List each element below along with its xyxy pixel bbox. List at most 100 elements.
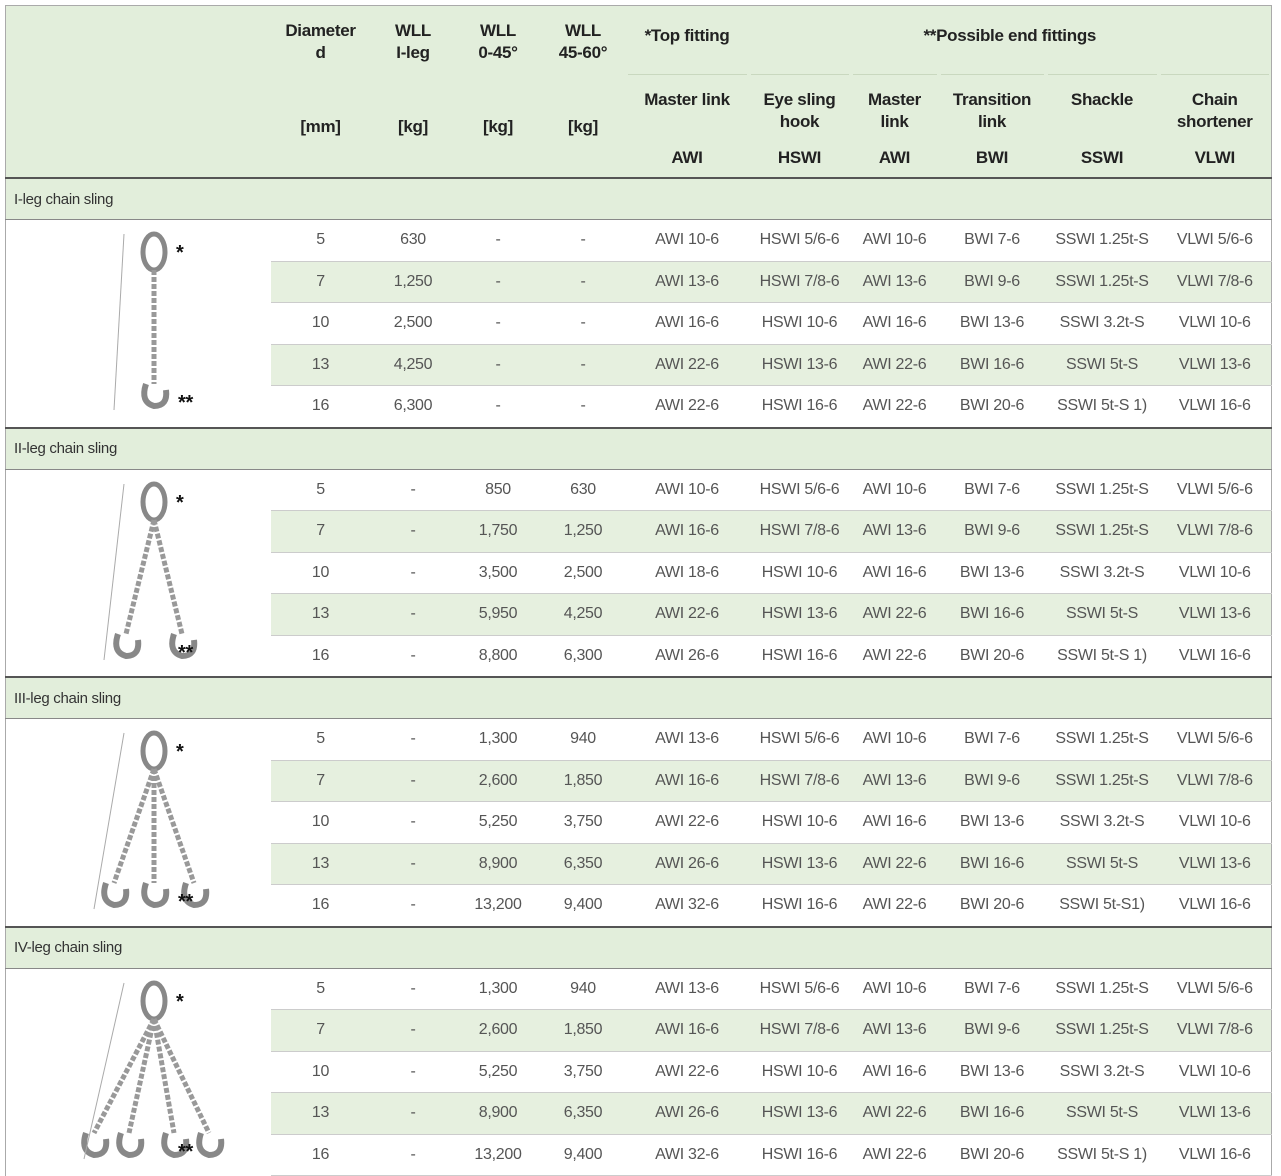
table-cell: AWI 13-6	[625, 968, 749, 1010]
header-cell: WLL I-leg [kg]	[370, 5, 456, 178]
sling-illustration	[113, 231, 170, 411]
header-unit: [kg]	[568, 117, 598, 136]
table-cell: SSWI 5t-S 1)	[1045, 635, 1159, 678]
table-cell: SSWI 5t-S	[1045, 843, 1159, 885]
top-fitting-header: *Top fitting	[625, 5, 749, 74]
table-cell: 5,250	[455, 1051, 541, 1093]
table-cell: VLWI 16-6	[1158, 884, 1272, 927]
table-cell: HSWI 5/6-6	[748, 718, 851, 761]
table-cell: -	[370, 1051, 456, 1093]
header-label: Diameter	[285, 21, 356, 40]
table-cell: VLWI 7/8-6	[1158, 1009, 1272, 1052]
table-cell: -	[370, 968, 456, 1010]
illustration-part	[116, 1131, 145, 1158]
header-sub: 0-45°	[478, 43, 518, 62]
illustration-part	[140, 481, 168, 522]
table-cell: -	[540, 219, 626, 262]
table-cell: 1,250	[540, 510, 626, 553]
table-cell: VLWI 13-6	[1158, 344, 1272, 386]
table-cell: HSWI 5/6-6	[748, 968, 851, 1010]
table-cell: 13,200	[455, 884, 541, 927]
page: Diameter d [mm] WLL I-leg [kg] WLL 0-45° [kg] …	[5, 5, 1273, 1176]
table-cell: BWI 20-6	[938, 1134, 1046, 1176]
table-cell: -	[540, 385, 626, 428]
illustration-part	[151, 1018, 177, 1133]
table-cell: BWI 13-6	[938, 552, 1046, 594]
data-row: 10-3,500 2,500 AWI 18-6 HSWI 10-6 AWI 16-6 BW…	[6, 552, 1272, 594]
table-cell: AWI 22-6	[850, 843, 939, 885]
illustration-part	[111, 768, 157, 884]
table-cell: AWI 32-6	[625, 1134, 749, 1176]
table-cell: 7	[270, 510, 371, 553]
section-row: III-leg chain sling	[5, 676, 1272, 719]
table-cell: VLWI 13-6	[1158, 1092, 1272, 1135]
table-cell: 850	[455, 469, 541, 511]
table-cell: HSWI 13-6	[748, 843, 851, 885]
table-cell: 3,750	[540, 1051, 626, 1093]
illustration-part	[113, 632, 142, 659]
data-row: * ** 5 630- - AWI 10-6 HSWI 5/6-6 AWI 10-6 BWI 7…	[5, 219, 1272, 428]
illustration-part	[151, 768, 197, 884]
top-fitting-mark: *	[176, 491, 184, 514]
section-title: III-leg chain sling	[5, 676, 1272, 719]
sling-illustration	[81, 980, 225, 1159]
section-row: II-leg chain sling	[5, 426, 1272, 470]
sling-table: Diameter d [mm] WLL I-leg [kg] WLL 0-45° [kg] …	[5, 5, 1273, 1176]
table-cell: SSWI 5t-S	[1045, 1092, 1159, 1135]
section-title: IV-leg chain sling	[5, 925, 1272, 969]
table-cell: AWI 18-6	[625, 552, 749, 594]
table-cell: AWI 16-6	[625, 302, 749, 345]
table-cell: SSWI 5t-S	[1045, 593, 1159, 636]
table-cell: SSWI 3.2t-S	[1045, 801, 1159, 844]
end-fitting-mark: **	[178, 641, 193, 664]
table-cell: -	[455, 302, 541, 345]
header-sub: I-leg	[396, 43, 430, 62]
data-row: * ** 5-850 630 AWI 10-6 HSWI 5/6-6 AWI 10-6 BWI…	[5, 469, 1272, 677]
table-cell: -	[540, 261, 626, 303]
table-cell: AWI 32-6	[625, 884, 749, 927]
illustration-part	[83, 982, 125, 1159]
fitting-header: Master link AWI	[850, 74, 939, 178]
sling-illustration	[93, 730, 210, 910]
fitting-cell: Chain shortener VLWI	[1160, 74, 1270, 177]
sling-illustration	[103, 481, 198, 660]
table-cell: AWI 22-6	[850, 635, 939, 678]
fitting-header: Shackle SSWI	[1045, 74, 1159, 178]
table-cell: SSWI 1.25t-S	[1045, 261, 1159, 303]
table-cell: 7	[270, 760, 371, 802]
fitting-cell: Master link AWI	[852, 74, 937, 177]
table-cell: AWI 16-6	[625, 1009, 749, 1052]
illustration-part	[103, 483, 125, 660]
table-cell: 2,600	[455, 760, 541, 802]
table-cell: BWI 7-6	[938, 219, 1046, 262]
table-cell: 10	[270, 552, 371, 594]
end-fitting-mark: **	[178, 891, 193, 913]
table-cell: VLWI 5/6-6	[1158, 469, 1272, 511]
table-cell: -	[370, 760, 456, 802]
table-cell: AWI 13-6	[850, 1009, 939, 1052]
section-row: IV-leg chain sling	[5, 925, 1272, 969]
fitting-cell: Master link AWI	[627, 74, 747, 177]
table-cell: -	[370, 635, 456, 678]
table-cell: AWI 16-6	[850, 801, 939, 844]
table-cell: BWI 9-6	[938, 510, 1046, 553]
table-cell: 4,250	[540, 593, 626, 636]
table-cell: -	[455, 344, 541, 386]
fitting-cell: Shackle SSWI	[1047, 74, 1157, 177]
table-cell: 2,500	[370, 302, 456, 345]
table-cell: AWI 10-6	[850, 718, 939, 761]
table-cell: HSWI 10-6	[748, 302, 851, 345]
table-cell: 4,250	[370, 344, 456, 386]
table-cell: AWI 22-6	[625, 1051, 749, 1093]
illustration-part	[113, 233, 125, 411]
header-label: WLL	[480, 21, 516, 40]
data-row: 13 4,250- - AWI 22-6 HSWI 13-6 AWI 22-6 BWI 16…	[6, 344, 1272, 386]
header-label: WLL	[565, 21, 601, 40]
table-cell: BWI 9-6	[938, 760, 1046, 802]
illustration-part	[196, 1131, 225, 1158]
table-cell: 16	[270, 884, 371, 927]
table-cell: 1,250	[370, 261, 456, 303]
table-cell: 16	[270, 1134, 371, 1176]
table-cell: AWI 22-6	[850, 1134, 939, 1176]
illustration-part	[141, 882, 170, 909]
